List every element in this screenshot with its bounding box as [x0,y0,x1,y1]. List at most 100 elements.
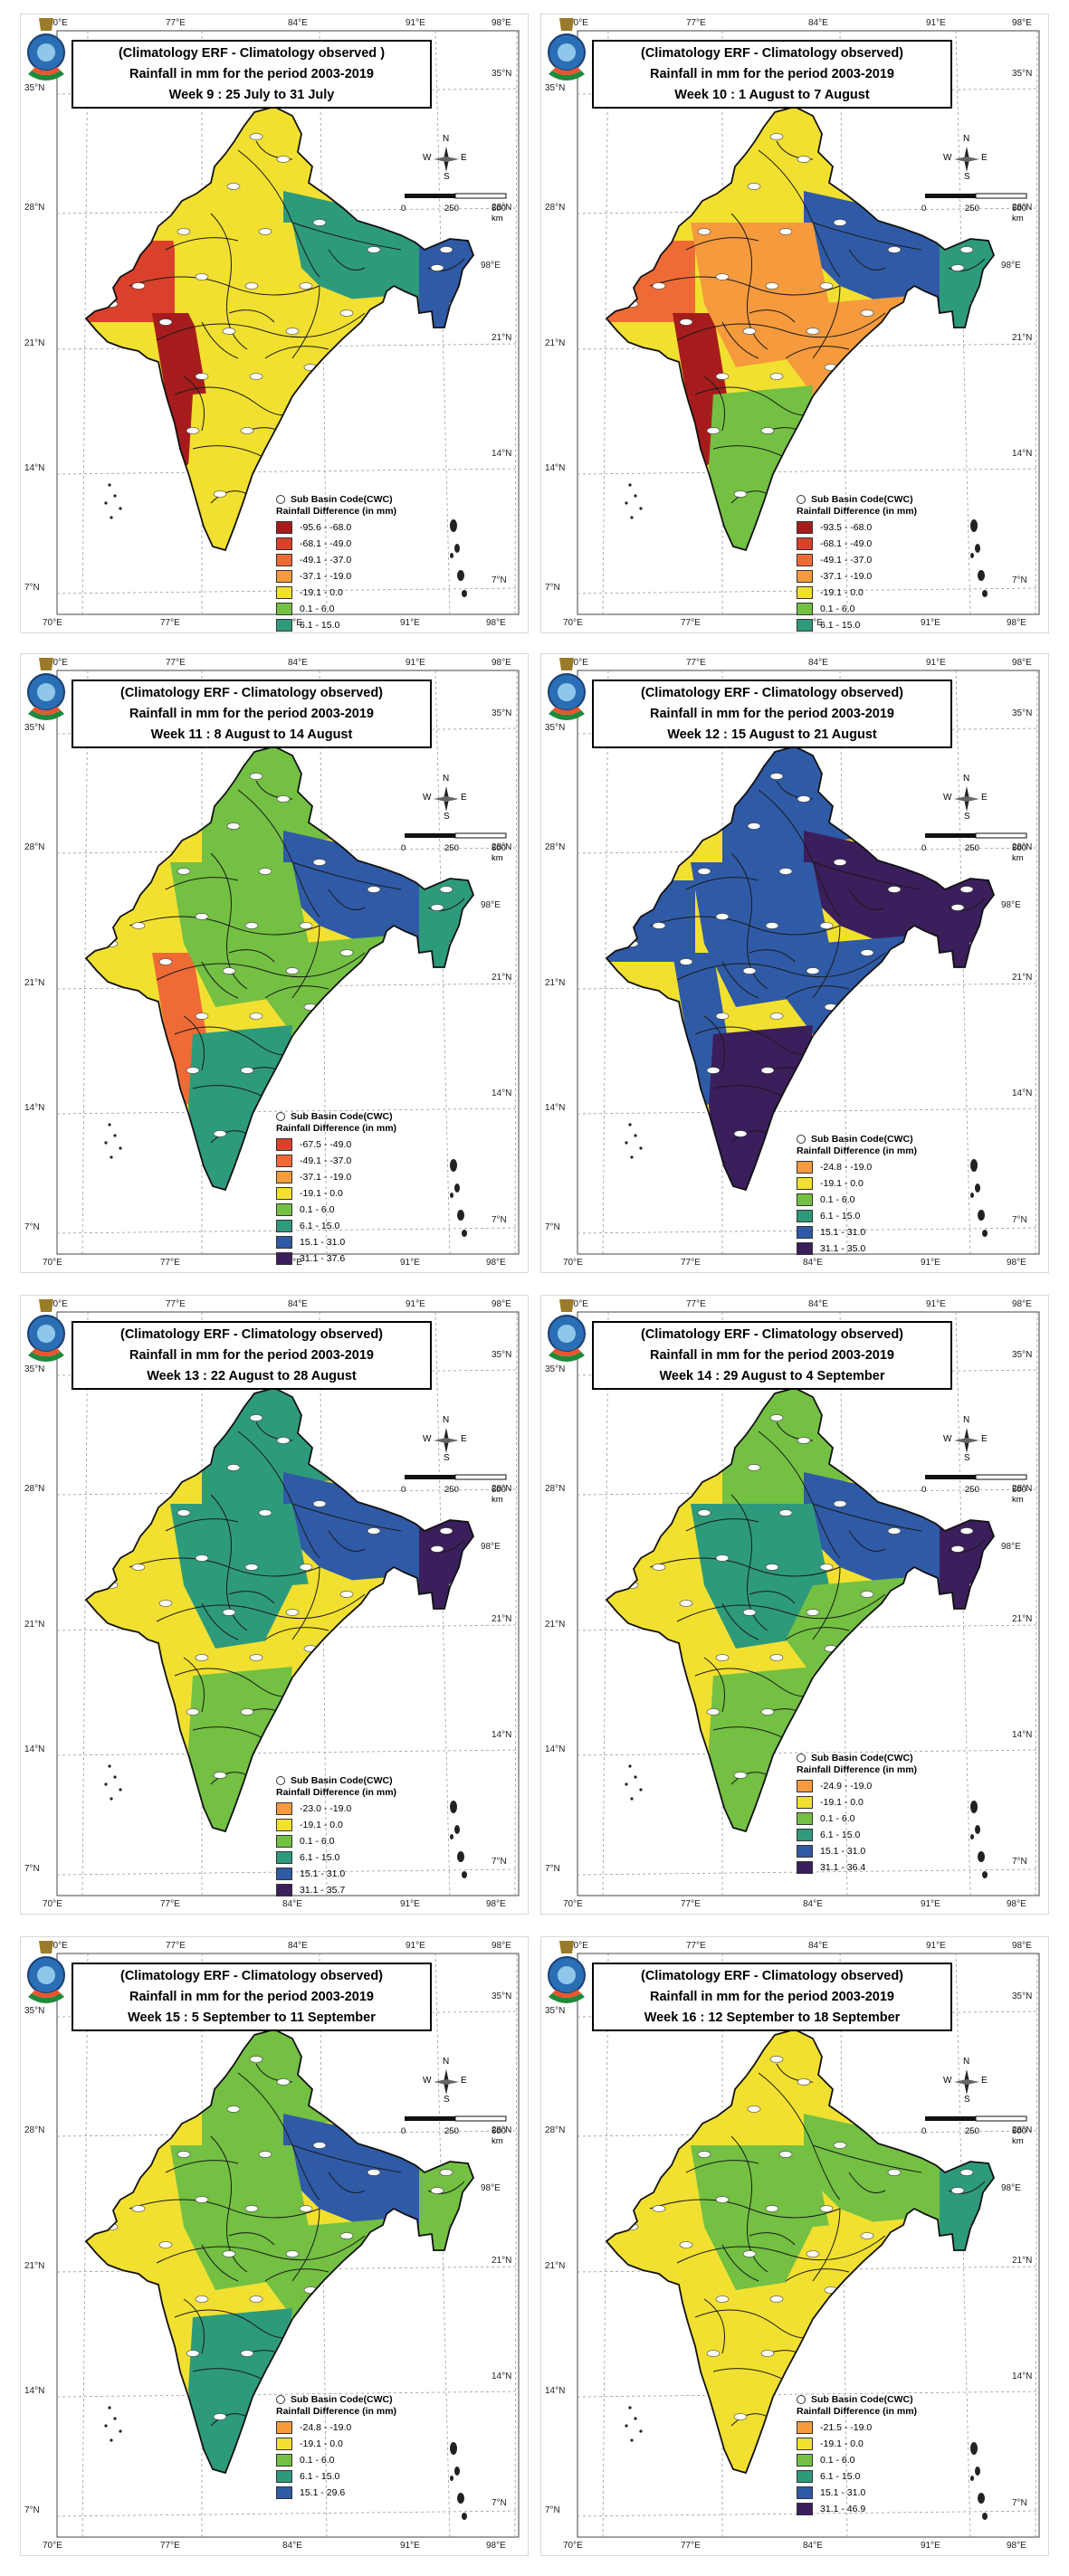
map-title-box: (Climatology ERF - Climatology observed)… [72,1321,432,1390]
legend-item: 31.1 - 46.9 [797,2501,950,2517]
region-central [691,223,831,367]
scale-label-mid: 250 [965,1485,979,1495]
lon-label-top: 77°E [166,18,186,28]
region-west [86,2163,175,2245]
lat-label-left: 7°N [24,1222,40,1232]
legend-swatch [797,2486,813,2499]
lat-label-left: 21°N [545,2261,566,2271]
region-west [606,1522,695,1603]
map-title-line: (Climatology ERF - Climatology observed) [640,1327,904,1342]
lon-label-mid: 98°E [481,900,501,910]
lon-label-top: 98°E [492,18,511,28]
compass-letter-s: S [964,172,970,182]
scale-bar: 0 250 500 km [401,192,519,223]
legend-item: -19.1 - 0.0 [276,1817,430,1833]
legend-item: -19.1 - 0.0 [276,585,430,601]
lon-label-bottom: 77°E [160,1899,180,1909]
legend-swatch [276,537,292,550]
imd-emblem-icon [27,1941,65,2003]
legend-label: 0.1 - 6.0 [820,604,855,614]
islands [104,1764,467,1878]
legend-item: -19.1 - 0.0 [797,1794,950,1811]
map-title-line: Week 15 : 5 September to 11 September [128,2010,376,2025]
legend-item: 0.1 - 6.0 [797,1192,950,1208]
map-title-line: (Climatology ERF - Climatology observed) [640,1969,904,1983]
compass-letter-s: S [444,172,450,182]
lon-label-mid: 98°E [1001,900,1021,910]
lon-label-bottom: 77°E [681,1258,701,1268]
legend-item: 31.1 - 36.4 [797,1859,950,1876]
lon-label-top: 91°E [926,18,946,28]
compass-rose-icon [434,2069,459,2095]
lon-label-bottom: 98°E [486,2541,506,2551]
lat-label-left: 7°N [545,1222,560,1232]
map-title-line: (Climatology ERF - Climatology observed) [119,1969,384,1983]
lat-label-right: 14°N [1012,1088,1033,1098]
region-northeast [419,853,473,980]
region-northeast [419,214,473,340]
legend-item: -19.1 - 0.0 [276,1185,430,1202]
compass-letter-n: N [443,134,450,144]
lat-label-left: 21°N [24,338,45,348]
region-south [188,385,292,550]
lat-label-left: 28°N [545,203,566,213]
lon-label-bottom: 77°E [681,2541,701,2551]
scale-label-mid: 250 [444,843,459,853]
india-outline [84,746,475,1192]
lon-label-bottom: 70°E [563,2541,583,2551]
legend-item: -19.1 - 0.0 [797,1175,950,1192]
scale-bar: 0 250 500 km [401,832,519,863]
legend-item: -24.8 - -19.0 [797,1159,950,1175]
sub-basin-markers [104,773,463,1137]
map-legend: Sub Basin Code(CWC) Rainfall Difference (… [797,2392,950,2517]
legend-item: 6.1 - 15.0 [276,617,430,632]
scale-bar: 0 250 500 km [921,2115,1039,2146]
legend-label: 6.1 - 15.0 [820,2471,861,2482]
compass-letter-e: E [981,2076,988,2086]
lat-label-left: 21°N [24,978,45,988]
legend-label: 31.1 - 46.9 [820,2504,866,2514]
legend-swatch [797,619,813,632]
lat-label-left: 28°N [545,2125,566,2135]
lat-label-left: 28°N [24,1484,45,1494]
legend-item: -67.5 - -49.0 [276,1136,430,1153]
legend-swatch [276,2470,292,2483]
lat-label-right: 35°N [492,69,512,79]
lon-label-top: 98°E [1012,1941,1032,1951]
legend-swatch [797,1226,813,1239]
india-outline [84,1387,475,1833]
legend-item: 0.1 - 6.0 [276,2452,430,2468]
scale-bar: 0 250 500 km [401,1473,519,1505]
legend-item: -95.6 - -68.0 [276,519,430,536]
lat-label-right: 21°N [492,1614,512,1624]
compass-rose-icon [954,147,979,172]
lat-label-right: 7°N [1012,2498,1027,2508]
lon-label-top: 91°E [926,658,946,668]
compass-letter-n: N [443,2057,450,2067]
lon-label-top: 84°E [288,18,308,28]
lat-label-left: 7°N [545,583,560,593]
legend-item: 15.1 - 31.0 [276,1866,430,1882]
legend-label: 6.1 - 15.0 [300,620,340,631]
lon-label-top: 84°E [288,1299,308,1309]
legend-label: -23.0 - -19.0 [300,1803,352,1814]
compass-letter-n: N [963,774,970,784]
legend-item: 6.1 - 15.0 [276,1849,430,1866]
legend-swatch [797,1780,813,1792]
scale-label-mid: 250 [444,2126,459,2136]
lat-label-right: 14°N [492,1088,512,1098]
legend-label: 0.1 - 6.0 [300,1204,335,1215]
compass-letter-e: E [981,1434,988,1444]
lon-label-bottom: 91°E [921,1899,940,1909]
lon-label-bottom: 91°E [921,1258,940,1268]
compass-letter-e: E [461,2076,467,2086]
map-panel: 70°E70°E77°E77°E84°E84°E91°E91°E98°E98°E… [20,14,529,633]
scale-bar-graphic [405,2115,507,2122]
compass-letter-e: E [981,793,988,803]
india-outline [605,1387,996,1833]
legend-swatch [797,2470,813,2483]
scale-label-mid: 250 [965,2126,979,2136]
india-outline [605,106,996,552]
